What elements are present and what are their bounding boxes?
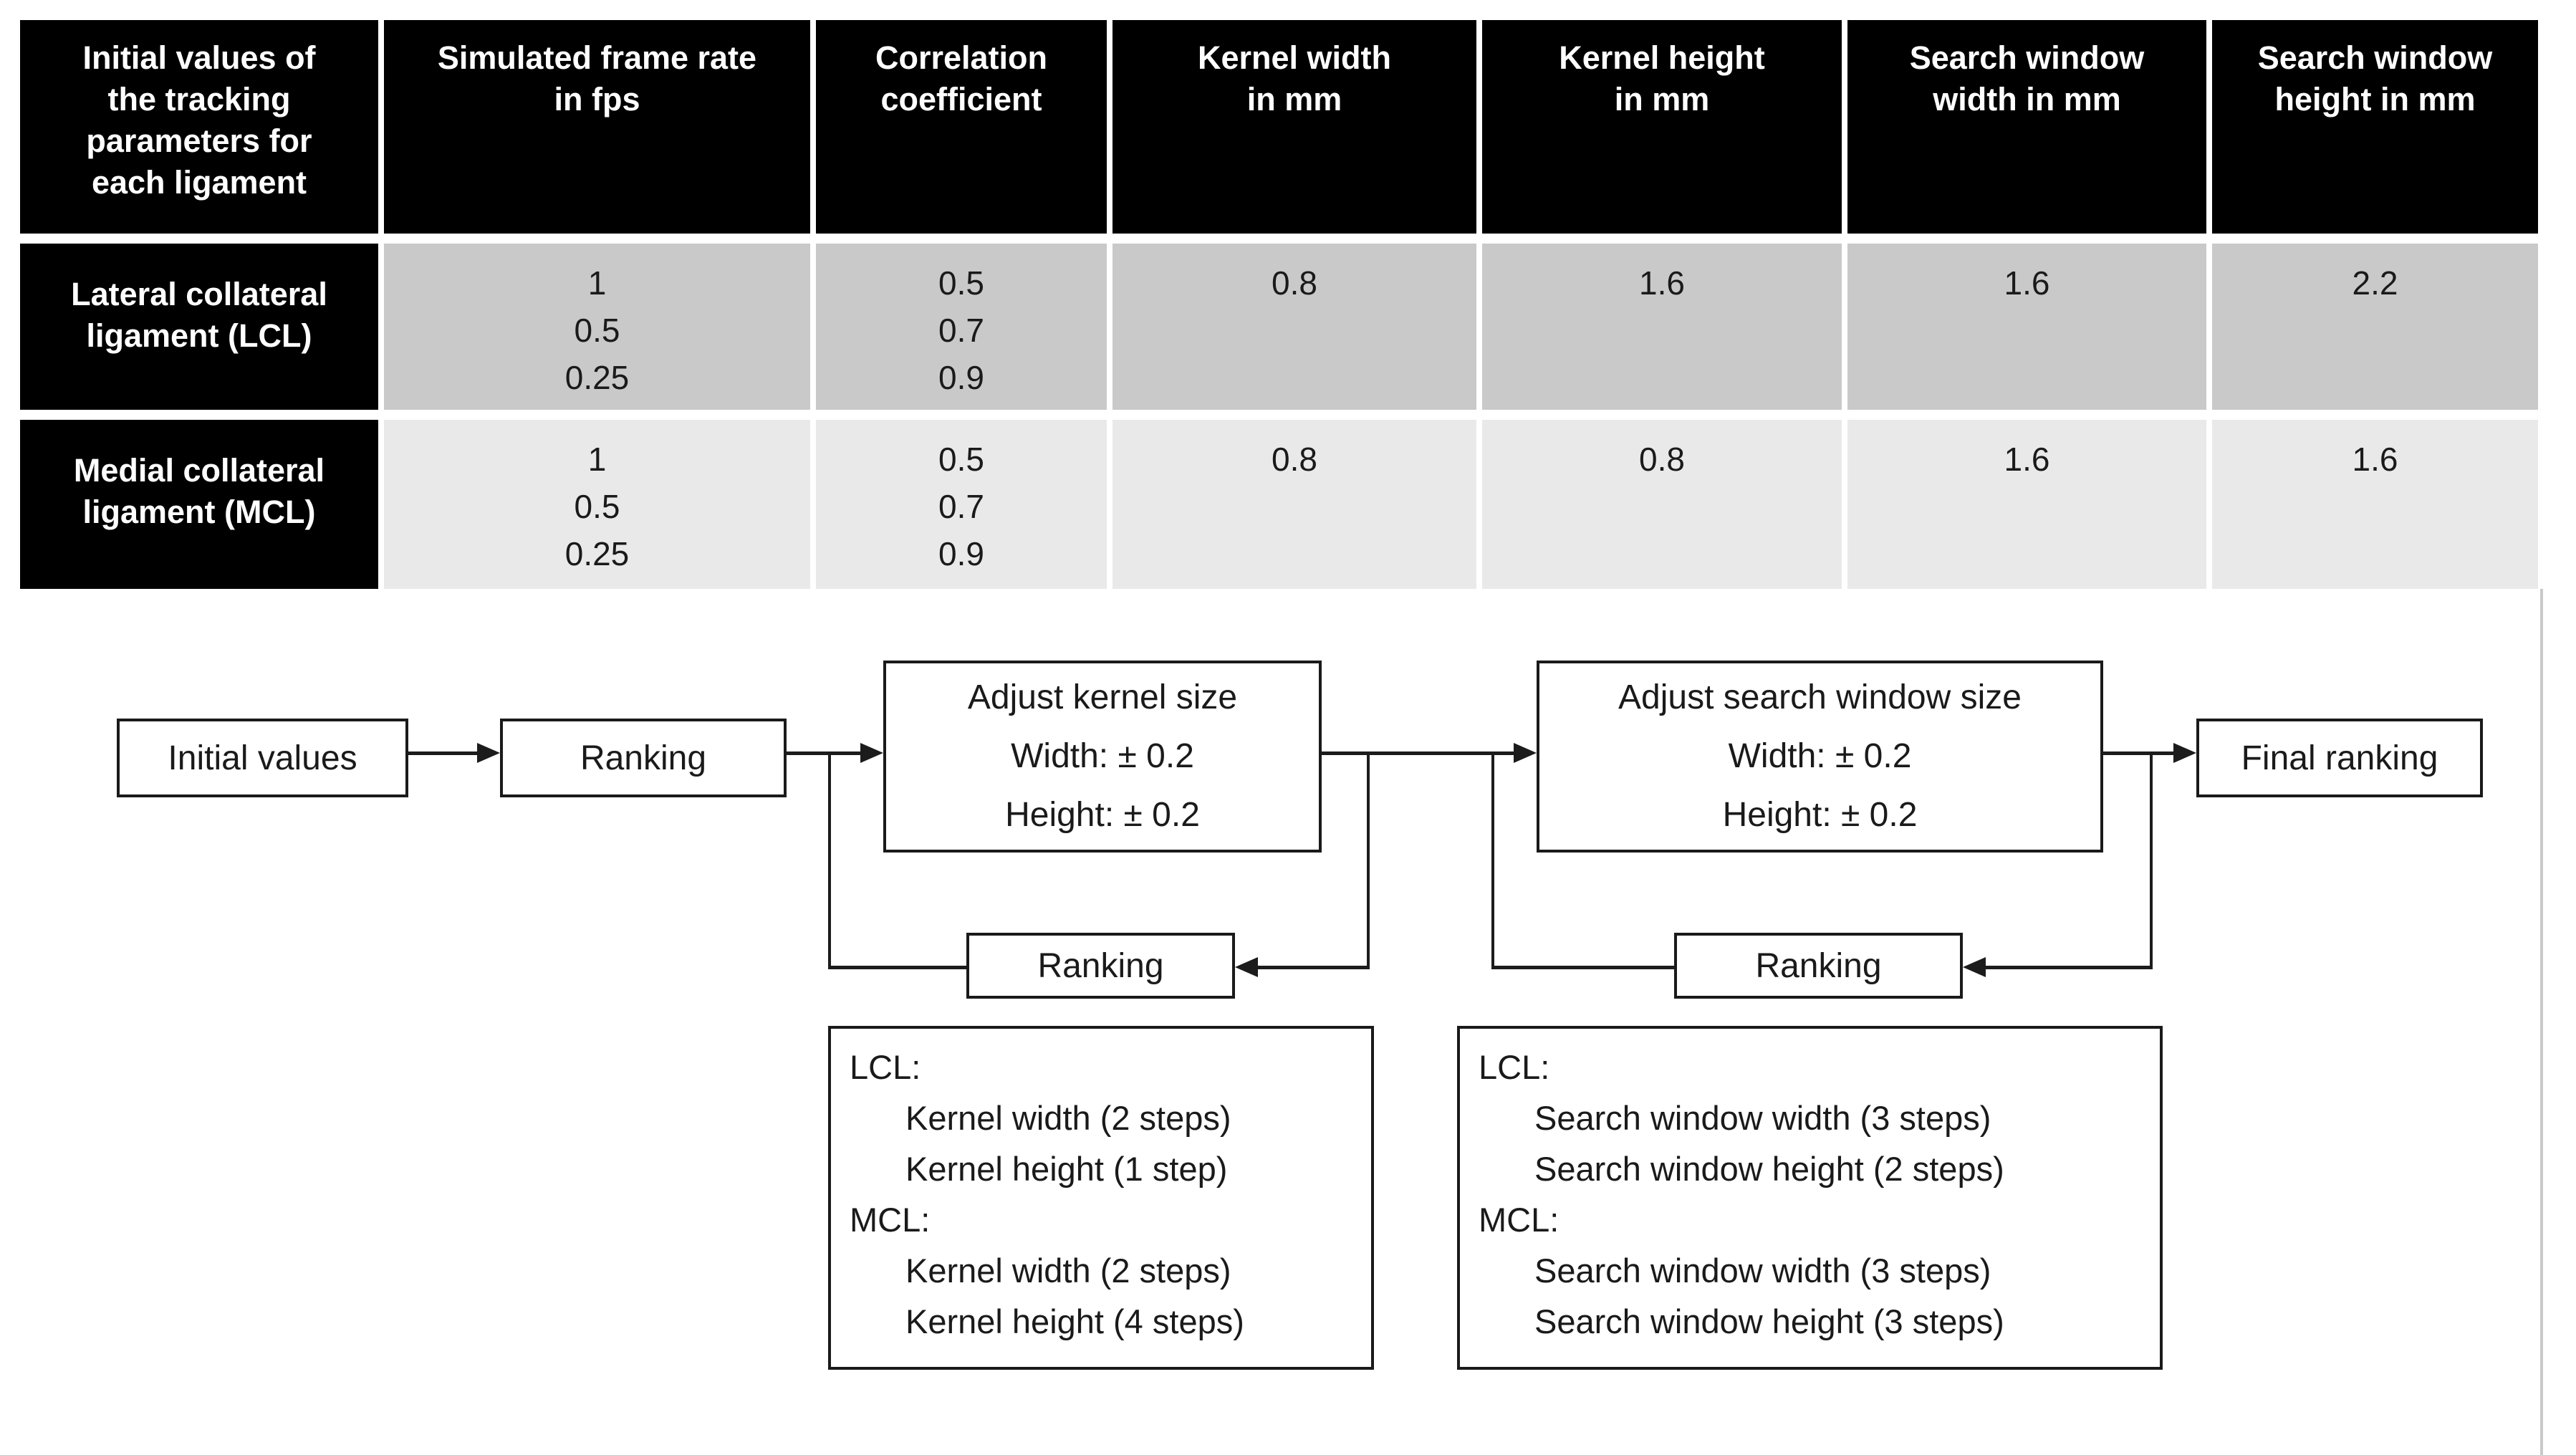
arrowhead-into-adjust-search bbox=[1514, 743, 1537, 763]
loop1-into-ranking-line bbox=[1255, 966, 1370, 969]
loop2-feedback-horizontal-line bbox=[1491, 966, 1677, 969]
notes-right-line-mcl: MCL: bbox=[1479, 1201, 1559, 1239]
cell-mcl-kernel-width: 0.8 bbox=[1112, 420, 1476, 589]
notes-right-line-lcl-height: Search window height (2 steps) bbox=[1534, 1150, 2004, 1188]
node-initial-values: Initial values bbox=[117, 719, 408, 797]
cell-mcl-kernel-height: 0.8 bbox=[1482, 420, 1842, 589]
cell-lcl-search-height: 2.2 bbox=[2212, 244, 2538, 410]
notes-left-line-mcl: MCL: bbox=[850, 1201, 931, 1239]
row-label-mcl: Medial collateral ligament (MCL) bbox=[20, 420, 378, 589]
header-initial-values: Initial values of the tracking parameter… bbox=[20, 20, 378, 234]
adjust-kernel-title: Adjust kernel size bbox=[967, 678, 1238, 716]
arrow-line-initial-to-ranking bbox=[408, 751, 483, 755]
loop2-drop-down-line bbox=[2150, 751, 2153, 969]
node-final-ranking: Final ranking bbox=[2196, 719, 2483, 797]
notes-right-line-mcl-width: Search window width (3 steps) bbox=[1534, 1252, 1991, 1290]
notes-left-line-lcl-width: Kernel width (2 steps) bbox=[905, 1099, 1231, 1137]
tracking-parameters-table: Initial values of the tracking parameter… bbox=[20, 20, 2538, 589]
cell-lcl-search-width: 1.6 bbox=[1847, 244, 2206, 410]
node-ranking-1: Ranking bbox=[500, 719, 787, 797]
adjust-search-height-line: Height: ± 0.2 bbox=[1722, 796, 1918, 834]
loop2-into-ranking-line bbox=[1983, 966, 2153, 969]
cell-lcl-frame-rate: 1 0.5 0.25 bbox=[384, 244, 810, 410]
notes-left-line-lcl: LCL: bbox=[850, 1048, 921, 1086]
loop1-feedback-horizontal-line bbox=[828, 966, 969, 969]
arrowhead-into-loop2-ranking bbox=[1963, 957, 1986, 977]
node-adjust-kernel-size: Adjust kernel size Width: ± 0.2 Height: … bbox=[883, 661, 1322, 853]
adjust-kernel-width-line: Width: ± 0.2 bbox=[1011, 737, 1194, 775]
notes-box-kernel-steps: LCL: Kernel width (2 steps) Kernel heigh… bbox=[828, 1026, 1374, 1370]
page-right-edge-line bbox=[2540, 589, 2543, 1455]
header-frame-rate: Simulated frame rate in fps bbox=[384, 20, 810, 234]
loop2-feedback-up-line bbox=[1491, 751, 1494, 969]
notes-left-line-mcl-width: Kernel width (2 steps) bbox=[905, 1252, 1231, 1290]
header-kernel-width: Kernel width in mm bbox=[1112, 20, 1476, 234]
header-search-height: Search window height in mm bbox=[2212, 20, 2538, 234]
row-label-lcl: Lateral collateral ligament (LCL) bbox=[20, 244, 378, 410]
arrowhead-into-loop1-ranking bbox=[1235, 957, 1258, 977]
adjust-kernel-height-line: Height: ± 0.2 bbox=[1005, 796, 1200, 834]
header-correlation: Correlation coefficient bbox=[816, 20, 1107, 234]
notes-left-line-lcl-height: Kernel height (1 step) bbox=[905, 1150, 1228, 1188]
arrow-line-adjust-search-to-final bbox=[2103, 751, 2176, 755]
header-kernel-height: Kernel height in mm bbox=[1482, 20, 1842, 234]
arrowhead-into-final-ranking bbox=[2173, 743, 2196, 763]
node-ranking-loop2: Ranking bbox=[1674, 933, 1963, 999]
arrow-line-adjust-kernel-to-adjust-search bbox=[1322, 751, 1517, 755]
arrowhead-into-ranking bbox=[477, 743, 500, 763]
arrowhead-into-adjust-kernel bbox=[860, 743, 883, 763]
node-ranking-loop1: Ranking bbox=[966, 933, 1235, 999]
adjust-search-width-line: Width: ± 0.2 bbox=[1728, 737, 1912, 775]
notes-box-search-window-steps: LCL: Search window width (3 steps) Searc… bbox=[1457, 1026, 2163, 1370]
arrow-line-ranking-to-adjust-kernel bbox=[787, 751, 863, 755]
cell-lcl-kernel-height: 1.6 bbox=[1482, 244, 1842, 410]
notes-left-line-mcl-height: Kernel height (4 steps) bbox=[905, 1302, 1244, 1340]
cell-mcl-correlation: 0.5 0.7 0.9 bbox=[816, 420, 1107, 589]
notes-right-line-lcl: LCL: bbox=[1479, 1048, 1550, 1086]
cell-mcl-search-width: 1.6 bbox=[1847, 420, 2206, 589]
cell-lcl-correlation: 0.5 0.7 0.9 bbox=[816, 244, 1107, 410]
node-adjust-search-window-size: Adjust search window size Width: ± 0.2 H… bbox=[1537, 661, 2103, 853]
loop1-feedback-up-line bbox=[828, 751, 831, 969]
adjust-search-title: Adjust search window size bbox=[1618, 678, 2022, 716]
notes-right-line-mcl-height: Search window height (3 steps) bbox=[1534, 1302, 2004, 1340]
cell-mcl-frame-rate: 1 0.5 0.25 bbox=[384, 420, 810, 589]
header-search-width: Search window width in mm bbox=[1847, 20, 2206, 234]
loop1-drop-down-line bbox=[1367, 751, 1370, 969]
notes-right-line-lcl-width: Search window width (3 steps) bbox=[1534, 1099, 1991, 1137]
cell-mcl-search-height: 1.6 bbox=[2212, 420, 2538, 589]
cell-lcl-kernel-width: 0.8 bbox=[1112, 244, 1476, 410]
